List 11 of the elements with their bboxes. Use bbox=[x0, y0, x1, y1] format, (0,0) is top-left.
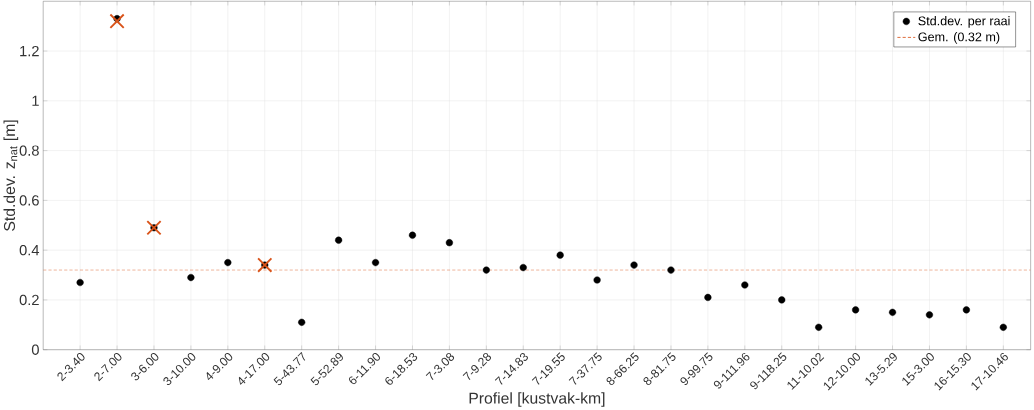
legend-label: Gem. (0.32 m) bbox=[918, 31, 1000, 44]
y-tick-label: 1 bbox=[32, 95, 39, 106]
x-axis-title: Profiel [kustvak-km] bbox=[469, 392, 605, 407]
legend-label: Std.dev. per raai bbox=[918, 15, 1010, 28]
y-tick-label: 0 bbox=[31, 344, 39, 355]
y-tick-label: 0.6 bbox=[19, 194, 39, 206]
y-tick-label: 0.8 bbox=[19, 145, 39, 156]
y-tick-label: 1.2 bbox=[20, 45, 39, 56]
y-axis-title: Std.dev. z$_{nat}$ [m] bbox=[3, 120, 19, 231]
y-tick-label: 0.2 bbox=[19, 294, 39, 305]
y-tick-label: 0.4 bbox=[19, 244, 40, 256]
